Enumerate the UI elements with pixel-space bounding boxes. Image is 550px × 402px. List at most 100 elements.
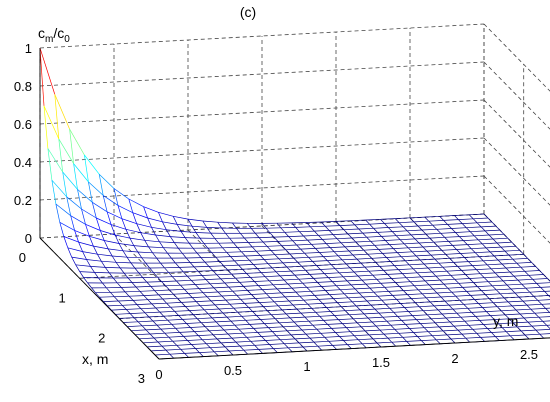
mesh-line [382, 316, 388, 322]
mesh-line [333, 251, 339, 257]
mesh-line [177, 297, 193, 299]
mesh-line [293, 321, 299, 327]
mesh-line [464, 320, 469, 326]
mesh-line [310, 291, 315, 296]
mesh-line [307, 303, 323, 305]
mesh-line [271, 314, 276, 319]
mesh-line [201, 321, 217, 324]
mesh-line [263, 241, 278, 243]
mesh-line [156, 324, 162, 330]
mesh-line [489, 298, 494, 303]
mesh-line [128, 198, 134, 213]
mesh-line [321, 285, 337, 287]
mesh-line [454, 279, 459, 284]
mesh-line [218, 242, 223, 249]
mesh-line [207, 247, 213, 253]
mesh-line [300, 248, 305, 254]
mesh-line [374, 307, 390, 310]
mesh-line [495, 225, 501, 231]
mesh-line [472, 218, 478, 224]
mesh-line [55, 203, 61, 223]
mesh-line [212, 316, 227, 319]
mesh-line [430, 253, 446, 256]
mesh-line [459, 300, 464, 305]
mesh-line [143, 294, 159, 296]
mesh-line [347, 279, 362, 282]
mesh-line [224, 281, 240, 284]
mesh-line [373, 291, 389, 293]
mesh-line [491, 331, 507, 333]
mesh-line [214, 303, 230, 306]
mesh-line [495, 271, 510, 274]
mesh-line [95, 292, 100, 298]
mesh-line [145, 329, 151, 335]
mesh-line [313, 340, 329, 343]
mesh-line [379, 266, 384, 271]
grid-line-side-z [483, 137, 550, 206]
mesh-line [39, 47, 45, 106]
mesh-line [491, 221, 497, 227]
mesh-line [251, 246, 257, 252]
mesh-line [256, 250, 272, 252]
mesh-line [532, 278, 548, 280]
mesh-line [515, 308, 531, 311]
mesh-line [184, 237, 190, 244]
mesh-line [239, 345, 245, 351]
mesh-line [158, 294, 163, 300]
x-tick-label: 3 [138, 371, 145, 386]
mesh-line [356, 258, 362, 264]
mesh-line [282, 261, 298, 264]
mesh-line [192, 296, 208, 298]
mesh-line [404, 242, 420, 245]
mesh-line [306, 222, 311, 228]
mesh-line [194, 331, 199, 336]
mesh-line [162, 221, 178, 225]
mesh-line [370, 304, 376, 310]
mesh-line [472, 329, 477, 334]
mesh-line [417, 335, 433, 337]
mesh-line [485, 247, 491, 253]
mesh-line [237, 247, 242, 253]
mesh-line [411, 233, 426, 236]
mesh-line [525, 287, 531, 293]
mesh-line [260, 319, 265, 324]
mesh-line [459, 299, 475, 301]
mesh-line [188, 242, 194, 249]
mesh-line [101, 261, 106, 268]
mesh-line [405, 323, 421, 325]
mesh-line [160, 262, 165, 269]
mesh-line [464, 320, 480, 322]
mesh-line [461, 269, 477, 271]
mesh-line [337, 255, 343, 261]
mesh-line [331, 327, 347, 329]
mesh-line [465, 273, 481, 275]
mesh-line [390, 324, 406, 326]
mesh-line [495, 335, 511, 337]
mesh-line [187, 218, 203, 222]
mesh-line [364, 266, 380, 268]
z-label-sub2: 0 [64, 34, 70, 45]
mesh-line [288, 346, 304, 349]
mesh-line [461, 270, 466, 275]
mesh-line [186, 323, 191, 328]
mesh-line [114, 296, 119, 302]
mesh-line [448, 240, 464, 242]
mesh-line [398, 332, 414, 334]
mesh-line [146, 281, 152, 287]
mesh-line [143, 206, 159, 213]
mesh-line [471, 312, 476, 317]
mesh-line [485, 293, 501, 295]
mesh-line [403, 289, 419, 291]
mesh-line [285, 249, 291, 255]
mesh-line [277, 240, 293, 242]
mesh-line [310, 290, 326, 292]
mesh-line [505, 267, 511, 273]
mesh-line [322, 238, 338, 240]
mesh-line [480, 336, 496, 338]
mesh-line [333, 297, 349, 299]
mesh-line [125, 228, 141, 234]
mesh-line [263, 306, 268, 311]
mesh-line [467, 307, 483, 309]
mesh-line [147, 298, 163, 301]
mesh-line [274, 253, 290, 256]
